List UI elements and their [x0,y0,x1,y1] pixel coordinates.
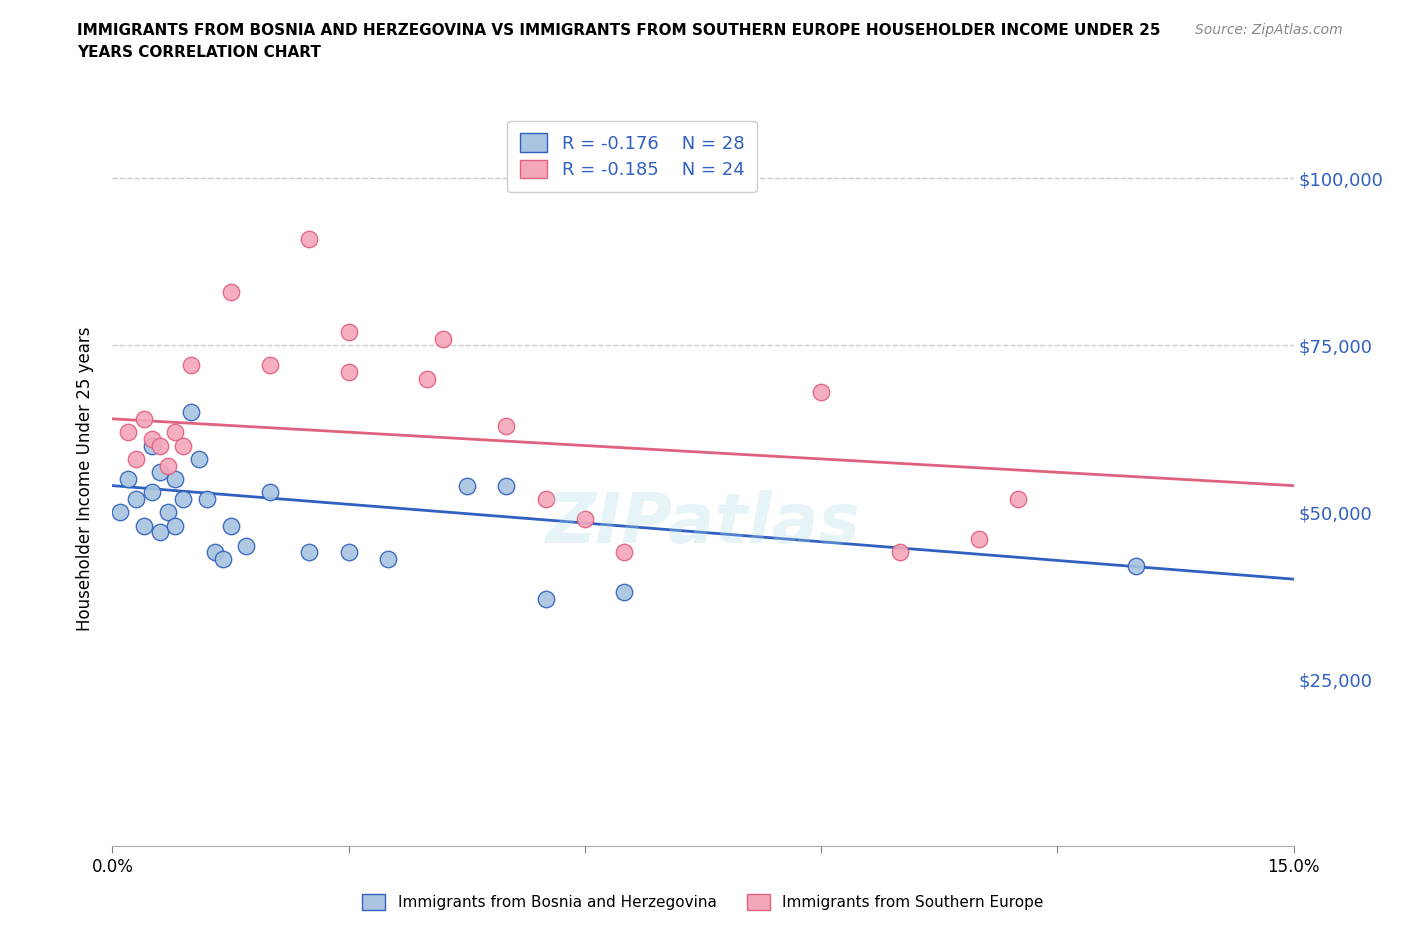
Point [180,358,202,373]
Point [117,425,139,440]
Text: IMMIGRANTS FROM BOSNIA AND HERZEGOVINA VS IMMIGRANTS FROM SOUTHERN EUROPE HOUSEH: IMMIGRANTS FROM BOSNIA AND HERZEGOVINA V… [77,23,1161,60]
Point [337,545,360,560]
Point [165,425,187,440]
Point [110,505,132,520]
Point [534,492,557,507]
Text: ZIPatlas: ZIPatlas [546,489,860,556]
Point [149,525,172,539]
Point [967,532,990,547]
Point [810,385,832,400]
Point [132,518,155,533]
Point [219,285,242,299]
Point [337,365,360,379]
Point [219,518,242,533]
Point [1007,492,1029,507]
Point [149,438,172,453]
Point [125,492,148,507]
Point [141,438,163,453]
Y-axis label: Householder Income Under 25 years: Householder Income Under 25 years [76,326,94,631]
Point [149,465,172,480]
Point [172,438,194,453]
Point [432,331,454,346]
Point [188,451,211,466]
Point [416,371,439,386]
Point [298,545,321,560]
Point [259,485,281,499]
Point [1125,558,1147,573]
Point [613,585,636,600]
Point [165,518,187,533]
Point [574,512,596,526]
Point [132,411,155,426]
Point [495,418,517,433]
Point [156,458,179,473]
Point [211,551,233,566]
Legend: Immigrants from Bosnia and Herzegovina, Immigrants from Southern Europe: Immigrants from Bosnia and Herzegovina, … [354,886,1052,918]
Point [117,472,139,486]
Point [141,485,163,499]
Point [172,492,194,507]
Point [495,478,517,493]
Point [337,325,360,339]
Point [156,505,179,520]
Point [613,545,636,560]
Point [534,591,557,606]
Point [165,472,187,486]
Point [204,545,226,560]
Point [889,545,911,560]
Point [259,358,281,373]
Point [195,492,218,507]
Point [125,451,148,466]
Point [298,231,321,246]
Point [180,405,202,419]
Point [141,432,163,446]
Point [456,478,478,493]
Legend: R = -0.176    N = 28, R = -0.185    N = 24: R = -0.176 N = 28, R = -0.185 N = 24 [508,121,756,192]
Text: Source: ZipAtlas.com: Source: ZipAtlas.com [1195,23,1343,37]
Point [235,538,257,553]
Point [377,551,399,566]
